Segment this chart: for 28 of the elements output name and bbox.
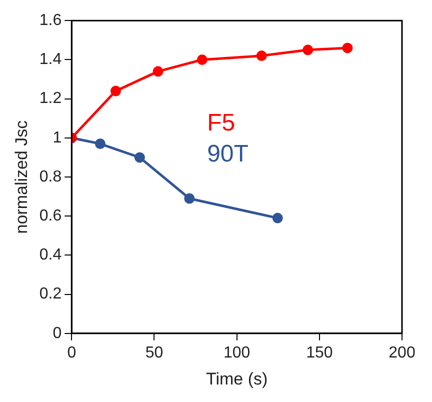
point bbox=[94, 138, 106, 150]
y-tick-label: 1.2 bbox=[39, 90, 62, 108]
point bbox=[342, 42, 353, 54]
y-tick-label: 0.6 bbox=[39, 208, 62, 225]
x-tick-label: 100 bbox=[223, 344, 250, 362]
y-tick-label: 0.2 bbox=[39, 286, 62, 303]
x-axis-title: Time (s) bbox=[206, 369, 268, 388]
y-axis-title: normalized Jsc bbox=[12, 120, 31, 234]
point bbox=[272, 212, 283, 224]
y-tick-label: 1 bbox=[52, 129, 62, 146]
x-tick-label: 0 bbox=[67, 344, 76, 362]
y-tick-label: 0.8 bbox=[39, 168, 62, 186]
x-tick-label: 200 bbox=[388, 344, 416, 362]
series-label: 90T bbox=[207, 140, 249, 168]
x-tick-label: 150 bbox=[306, 344, 333, 362]
y-tick-label: 1.4 bbox=[39, 51, 62, 68]
point bbox=[302, 44, 314, 56]
point bbox=[184, 193, 195, 204]
y-tick-label: 1.6 bbox=[39, 12, 62, 30]
point bbox=[110, 86, 121, 96]
point bbox=[152, 66, 164, 77]
y-tick-label: 0 bbox=[52, 324, 62, 342]
point bbox=[134, 152, 145, 163]
x-tick-label: 50 bbox=[145, 344, 164, 362]
point bbox=[256, 50, 267, 62]
series-label: F5 bbox=[207, 109, 236, 136]
y-tick-label: 0.4 bbox=[39, 246, 62, 264]
point bbox=[196, 54, 208, 65]
